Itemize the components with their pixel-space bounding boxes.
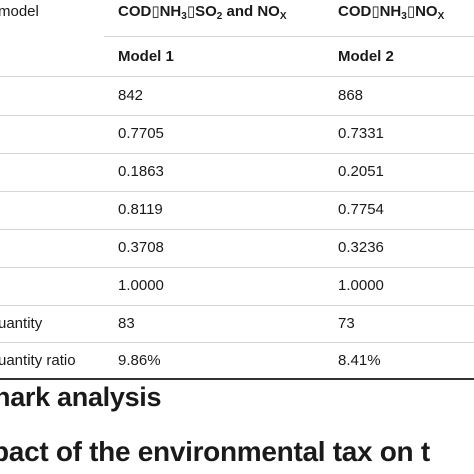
subsection-heading: pact of the environmental tax on t bbox=[0, 436, 430, 467]
model-1-value: 0.8119 bbox=[118, 201, 163, 218]
corner-label: model bbox=[0, 3, 39, 20]
col3-header: COD▯NH3▯NOX bbox=[338, 3, 445, 22]
section-heading: hark analysis bbox=[0, 382, 162, 412]
model-1-value: 0.1863 bbox=[118, 163, 164, 180]
model-1-value: 842 bbox=[118, 87, 144, 104]
model-1-value: 1.0000 bbox=[118, 277, 164, 294]
row-label: uantity bbox=[0, 315, 43, 332]
table-bottom-rule bbox=[0, 378, 474, 380]
row-divider bbox=[0, 229, 474, 230]
model-1-value: 83 bbox=[118, 315, 135, 332]
model-2-value: 0.7754 bbox=[338, 201, 384, 218]
row-divider bbox=[0, 267, 474, 268]
row-divider bbox=[0, 305, 474, 306]
model-2-label: Model 2 bbox=[338, 48, 394, 65]
header-divider bbox=[104, 36, 474, 37]
model-1-label: Model 1 bbox=[118, 48, 174, 65]
row-label: uantity ratio bbox=[0, 352, 76, 369]
model-1-value: 9.86% bbox=[118, 352, 161, 369]
model-1-value: 0.3708 bbox=[118, 239, 164, 256]
model-1-value: 0.7705 bbox=[118, 125, 164, 142]
model-2-value: 8.41% bbox=[338, 352, 381, 369]
row-divider bbox=[0, 76, 474, 77]
model-2-value: 0.7331 bbox=[338, 125, 384, 142]
model-2-value: 73 bbox=[338, 315, 355, 332]
model-2-value: 868 bbox=[338, 87, 364, 104]
row-divider bbox=[0, 191, 474, 192]
model-2-value: 0.3236 bbox=[338, 239, 384, 256]
row-divider bbox=[0, 153, 474, 154]
model-2-value: 0.2051 bbox=[338, 163, 384, 180]
col2-header: COD▯NH3▯SO2 and NOX bbox=[118, 3, 287, 22]
row-divider bbox=[0, 342, 474, 343]
row-divider bbox=[0, 115, 474, 116]
model-2-value: 1.0000 bbox=[338, 277, 384, 294]
